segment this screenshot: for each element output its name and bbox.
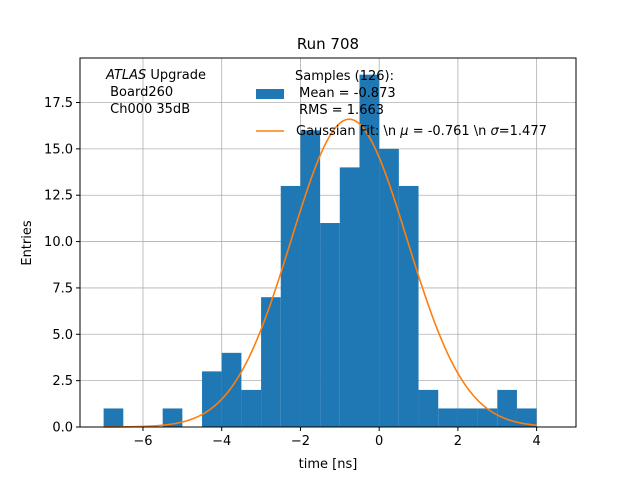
y-tick-label: 10.0 (44, 235, 73, 250)
histogram-bar (221, 352, 242, 427)
histogram-bar (241, 389, 262, 427)
histogram-bar (339, 167, 360, 427)
legend-samples-line-2: Mean = -0.873 (295, 86, 396, 101)
x-tick-label: 0 (375, 434, 383, 449)
y-tick-label: 2.5 (52, 374, 73, 389)
x-tick-label: 4 (532, 434, 540, 449)
histogram-bar (418, 389, 439, 427)
histogram-bar (320, 223, 340, 427)
histogram-bar (457, 408, 478, 427)
histogram-bar (516, 408, 537, 427)
x-tick-label: −6 (133, 434, 152, 449)
y-tick-label: 5.0 (52, 328, 73, 343)
atlas-label: ATLAS (105, 68, 146, 83)
gaussian-fit-curve (103, 118, 537, 428)
histogram-bar (103, 408, 124, 427)
histogram-bar (379, 148, 399, 427)
histogram-bar (261, 297, 281, 427)
histogram-bar (438, 408, 458, 427)
x-axis: −6 −4 −2 0 2 4 (133, 427, 541, 449)
y-axis-label: Entries (20, 220, 35, 266)
atlas-annotation: ATLAS Upgrade Board260 Ch000 35dB (105, 68, 206, 117)
x-tick-label: −4 (212, 434, 231, 449)
x-axis-label: time [ns] (299, 457, 358, 472)
histogram-bar (359, 74, 380, 427)
y-tick-label: 15.0 (44, 142, 73, 157)
histogram-bar (398, 185, 419, 427)
y-axis: 0.0 2.5 5.0 7.5 10.0 12.5 15.0 17.5 (44, 96, 80, 436)
y-tick-label: 0.0 (52, 421, 73, 436)
x-tick-label: 2 (454, 434, 462, 449)
legend: Samples (126): Mean = -0.873 RMS = 1.663… (256, 69, 547, 139)
annotation-line-2: Board260 (106, 85, 173, 100)
legend-fit-label: Gaussian Fit: \n μ = -0.761 \n σ=1.477 (296, 124, 547, 139)
x-tick-label: −2 (291, 434, 310, 449)
plot-frame (79, 57, 577, 428)
y-tick-label: 7.5 (52, 281, 73, 296)
y-tick-label: 12.5 (44, 189, 73, 204)
histogram-bars (103, 74, 537, 427)
histogram-bar (202, 371, 222, 427)
legend-samples-line-1: Samples (126): (295, 69, 394, 84)
annotation-line-3: Ch000 35dB (106, 102, 190, 117)
chart-title: Run 708 (297, 35, 359, 53)
histogram-bar (280, 185, 301, 427)
annotation-line-1: ATLAS Upgrade (105, 68, 206, 83)
y-tick-label: 17.5 (44, 96, 73, 111)
histogram-bar (477, 408, 498, 427)
legend-samples-line-3: RMS = 1.663 (295, 103, 384, 118)
legend-samples-swatch (256, 89, 284, 99)
histogram-bar (300, 130, 321, 427)
